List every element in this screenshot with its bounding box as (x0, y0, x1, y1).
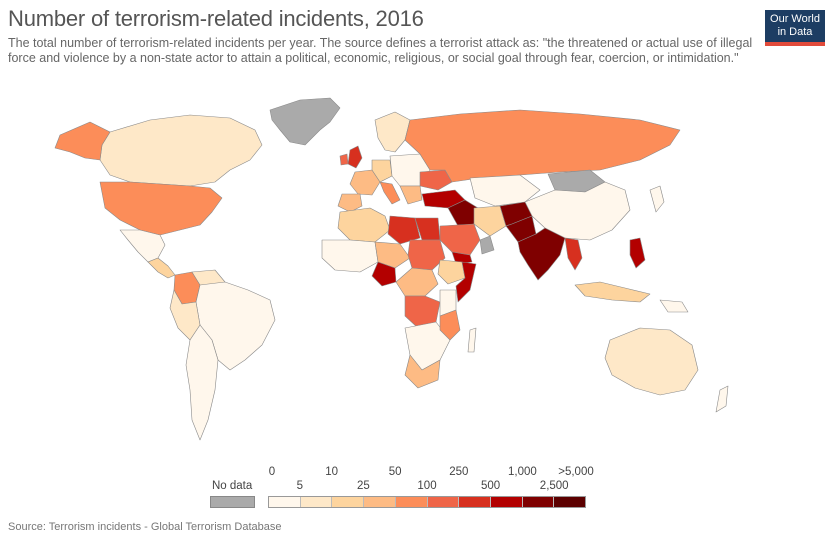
region-alaska[interactable] (54, 121, 111, 161)
owid-logo[interactable]: Our World in Data (765, 10, 825, 46)
region-somalia[interactable] (455, 261, 477, 303)
legend-bin-0[interactable] (269, 497, 301, 507)
region-spain[interactable] (337, 193, 363, 213)
region-canada[interactable] (99, 114, 263, 187)
region-iran[interactable] (473, 205, 507, 237)
legend-bin-3[interactable] (364, 497, 396, 507)
region-india[interactable] (517, 227, 566, 281)
region-greece-balkans[interactable] (399, 185, 423, 205)
world-map-svg (54, 97, 729, 441)
region-oman[interactable] (479, 235, 495, 255)
region-west-africa[interactable] (321, 239, 379, 273)
legend-tick-bottom-1: 25 (356, 480, 370, 492)
region-mozambique[interactable] (439, 309, 461, 341)
legend-tick-bottom-3: 500 (481, 480, 501, 492)
region-uk[interactable] (347, 145, 363, 169)
region-australia[interactable] (604, 327, 699, 396)
region-usa[interactable] (99, 181, 223, 236)
region-saudi[interactable] (439, 223, 481, 256)
legend-tick-bottom-2: 100 (417, 480, 437, 492)
logo-line-1: Our World (770, 13, 820, 25)
legend-tick-top-5: >5,000 (558, 466, 594, 478)
region-southern-cone[interactable] (185, 324, 219, 441)
legend-tick-top-4: 1,000 (508, 466, 537, 478)
legend-tick-top-0: 0 (268, 466, 276, 478)
region-greenland[interactable] (269, 97, 341, 146)
legend-bin-4[interactable] (395, 497, 428, 507)
map-legend: No data 0 10 50 250 1,000 >5,000 5 25 100 500 2,50… (210, 466, 610, 512)
region-central-america[interactable] (147, 257, 176, 279)
logo-line-2: in Data (777, 26, 813, 38)
region-mexico[interactable] (119, 229, 166, 263)
region-japan[interactable] (649, 185, 665, 213)
region-mali-niger[interactable] (374, 241, 411, 269)
region-north-africa-west[interactable] (337, 207, 391, 243)
region-pakistan[interactable] (505, 215, 537, 243)
region-myanmar-thailand[interactable] (564, 237, 583, 271)
region-italy[interactable] (379, 181, 401, 205)
legend-tick-top-3: 250 (449, 466, 469, 478)
region-nigeria[interactable] (371, 261, 397, 287)
source-note[interactable]: Source: Terrorism incidents - Global Ter… (8, 521, 282, 533)
legend-bin-8[interactable] (522, 497, 555, 507)
legend-no-data-label: No data (212, 480, 253, 492)
region-new-zealand[interactable] (715, 385, 729, 413)
legend-tick-top-2: 50 (388, 466, 402, 478)
region-philippines[interactable] (629, 237, 646, 269)
chart-subtitle: The total number of terrorism-related in… (8, 36, 753, 65)
region-central-africa[interactable] (395, 267, 439, 297)
legend-bin-7[interactable] (490, 497, 523, 507)
region-south-africa[interactable] (404, 354, 441, 389)
legend-tick-bottom-4: 2,500 (539, 480, 569, 492)
world-map (0, 90, 834, 460)
legend-no-data-swatch (210, 496, 255, 508)
region-germany[interactable] (371, 159, 393, 183)
region-scandinavia[interactable] (374, 111, 411, 153)
legend-bin-2[interactable] (332, 497, 365, 507)
region-ukraine[interactable] (419, 169, 453, 191)
region-russia[interactable] (404, 109, 681, 183)
legend-color-bar (268, 496, 586, 508)
region-ireland[interactable] (339, 153, 349, 166)
legend-bin-6[interactable] (459, 497, 491, 507)
region-china[interactable] (524, 181, 631, 241)
region-papua[interactable] (659, 299, 689, 313)
legend-bin-9[interactable] (554, 497, 586, 507)
legend-bin-5[interactable] (427, 497, 460, 507)
legend-tick-bottom-0: 5 (296, 480, 303, 492)
region-yemen[interactable] (451, 251, 473, 265)
region-indonesia[interactable] (574, 281, 651, 303)
legend-bin-1[interactable] (300, 497, 333, 507)
legend-tick-top-1: 10 (325, 466, 338, 478)
region-madagascar[interactable] (467, 327, 477, 353)
chart-title: Number of terrorism-related incidents, 2… (8, 6, 424, 31)
region-ethiopia[interactable] (437, 259, 466, 285)
